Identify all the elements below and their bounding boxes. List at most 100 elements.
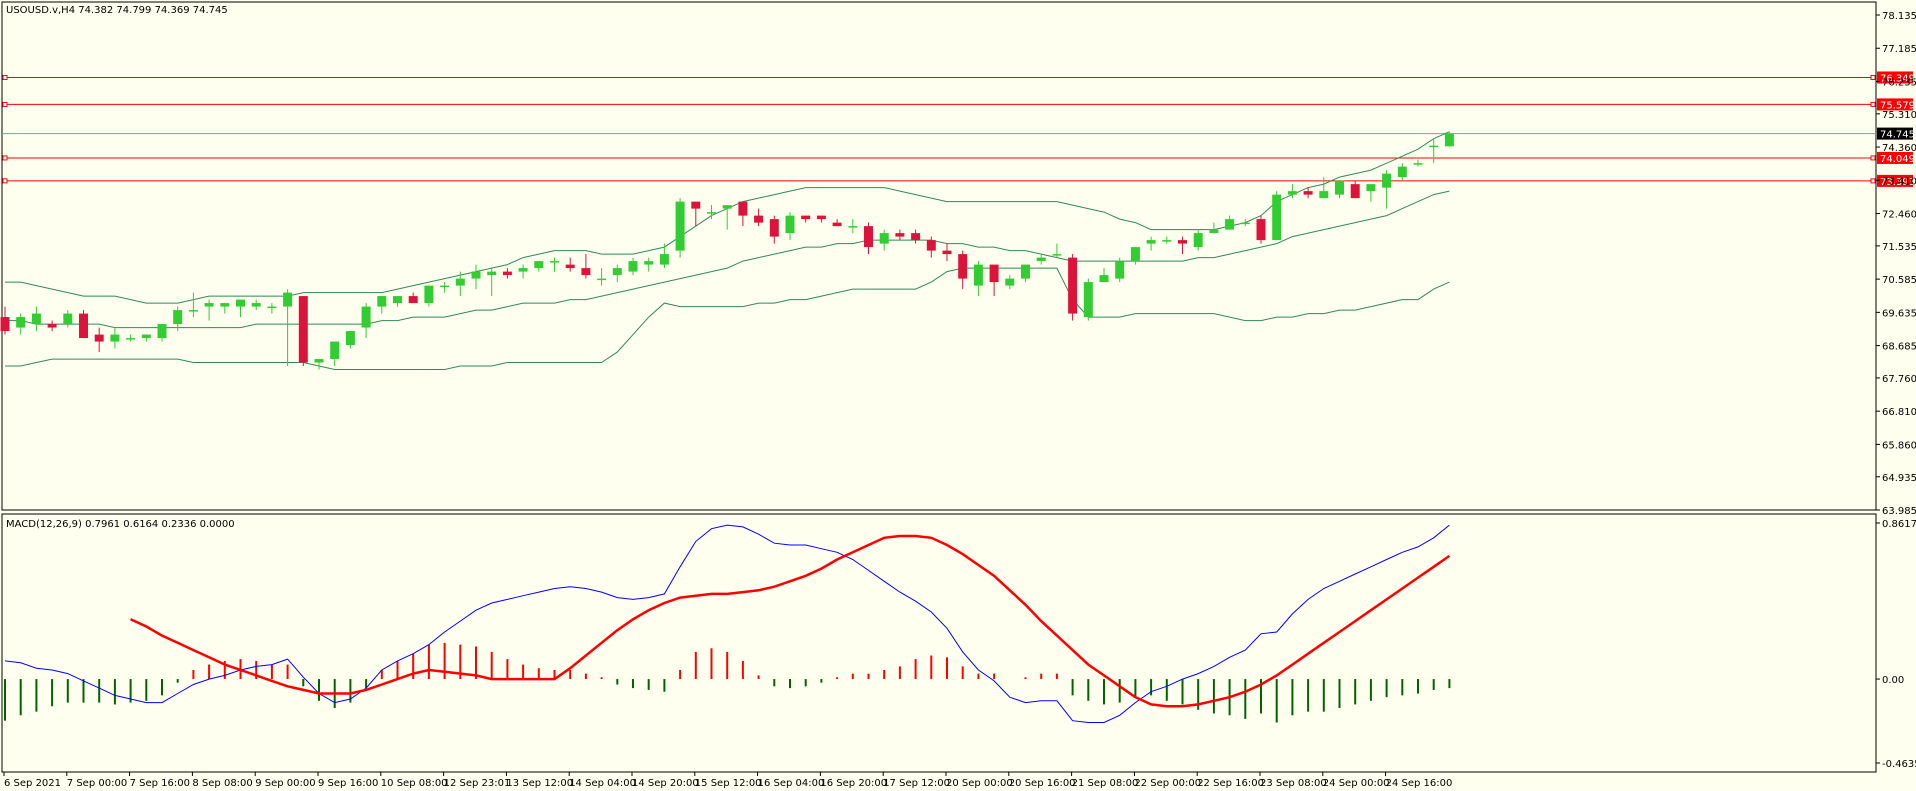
candle-body — [1335, 180, 1344, 195]
bollinger-middle — [5, 190, 1450, 329]
candle — [330, 341, 340, 367]
candle — [141, 334, 151, 342]
candle-body — [832, 222, 842, 227]
level-handle-right[interactable] — [1870, 155, 1876, 161]
candle-body — [1287, 191, 1297, 195]
level-handle-left[interactable] — [2, 74, 8, 80]
candle — [1021, 264, 1030, 283]
time-tick-label: 9 Sep 16:00 — [318, 778, 378, 789]
candle-body — [1005, 278, 1015, 286]
candle — [408, 292, 418, 304]
candle-body — [1099, 275, 1109, 283]
candle-body — [754, 215, 764, 223]
candle-body — [864, 226, 873, 248]
candle — [440, 282, 450, 293]
macd-panel[interactable]: 0.8617 0.00 -0.4635 MACD(12,26,9) 0.7961 0… — [1, 513, 1916, 773]
time-tick-label: 22 Sep 00:00 — [1134, 778, 1201, 789]
candle-body — [518, 268, 528, 272]
candle — [220, 303, 230, 314]
candle-body — [188, 310, 198, 312]
level-handle-right[interactable] — [1870, 101, 1876, 107]
candle — [1319, 177, 1329, 199]
candle — [816, 215, 826, 223]
price-tick-label: 75.310 — [1882, 110, 1916, 121]
candle-body — [1115, 261, 1125, 279]
candle — [1225, 215, 1235, 230]
candle — [361, 303, 371, 339]
candle-body — [1429, 145, 1439, 148]
candle-body — [16, 317, 26, 328]
candle-body — [895, 233, 905, 237]
level-price-tag — [1877, 98, 1913, 111]
price-tick-label: 64.935 — [1882, 473, 1916, 484]
candle — [518, 264, 528, 279]
candle — [1335, 180, 1344, 199]
candle — [597, 268, 607, 286]
candle — [0, 306, 10, 335]
price-panel[interactable]: 76.349 75.579 74.049 73.393 74.745 78.135 77.… — [0, 1, 1916, 517]
level-handle-left[interactable] — [2, 155, 8, 161]
candle — [1162, 236, 1172, 244]
horizontal-levels[interactable]: 76.349 75.579 74.049 73.393 74.745 — [2, 71, 1915, 188]
macd-line — [4, 524, 1450, 723]
candle — [1303, 187, 1313, 199]
candle-body — [612, 268, 622, 276]
candle — [236, 299, 245, 318]
candle — [424, 285, 434, 307]
candle-body — [1178, 240, 1187, 244]
candle — [691, 201, 701, 227]
time-tick-label: 24 Sep 16:00 — [1386, 778, 1453, 789]
candle — [455, 271, 465, 297]
candle-body — [330, 341, 340, 360]
time-tick-label: 6 Sep 2021 — [4, 778, 61, 789]
candle-body — [1021, 264, 1030, 279]
candle — [644, 257, 654, 272]
candle-body — [204, 303, 214, 307]
candle — [989, 264, 999, 297]
candle-body — [157, 324, 167, 339]
macd-tick-label: 0.8617 — [1882, 519, 1916, 530]
candle-body — [628, 261, 638, 272]
candle — [1209, 222, 1219, 234]
candle — [942, 243, 952, 262]
candle — [958, 250, 968, 290]
candle-body — [1162, 240, 1172, 242]
candle — [848, 219, 858, 234]
candle-body — [675, 201, 685, 251]
level-handle-left[interactable] — [2, 101, 8, 107]
candle — [879, 229, 889, 251]
candle-body — [1130, 247, 1140, 262]
level-price-tag — [1877, 71, 1913, 84]
price-panel-frame — [1, 1, 1877, 511]
candle — [314, 359, 324, 370]
candle — [785, 212, 795, 241]
bollinger-lower — [5, 267, 1450, 370]
candle-body — [1036, 257, 1046, 262]
candle — [1444, 131, 1454, 147]
candle — [188, 292, 198, 318]
candle-body — [440, 285, 450, 288]
candle — [487, 268, 497, 297]
candle-body — [94, 334, 104, 342]
candle — [377, 296, 387, 314]
candle-body — [455, 278, 465, 286]
candle — [1429, 138, 1439, 164]
candle-body — [1068, 257, 1078, 314]
candle — [973, 261, 983, 297]
level-handle-left[interactable] — [2, 178, 8, 184]
level-price-label: 76.349 — [1880, 73, 1915, 84]
candle-body — [1350, 184, 1360, 199]
candle — [832, 219, 842, 227]
candle-body — [848, 226, 858, 228]
candle — [1178, 236, 1187, 255]
level-handle-right[interactable] — [1870, 178, 1876, 184]
candle-body — [1256, 219, 1266, 241]
candle — [911, 229, 921, 244]
level-handle-right[interactable] — [1870, 74, 1876, 80]
candle — [1287, 184, 1297, 199]
price-tick-label: 66.810 — [1882, 407, 1916, 418]
time-tick-label: 21 Sep 08:00 — [1072, 778, 1139, 789]
candle — [534, 261, 544, 272]
